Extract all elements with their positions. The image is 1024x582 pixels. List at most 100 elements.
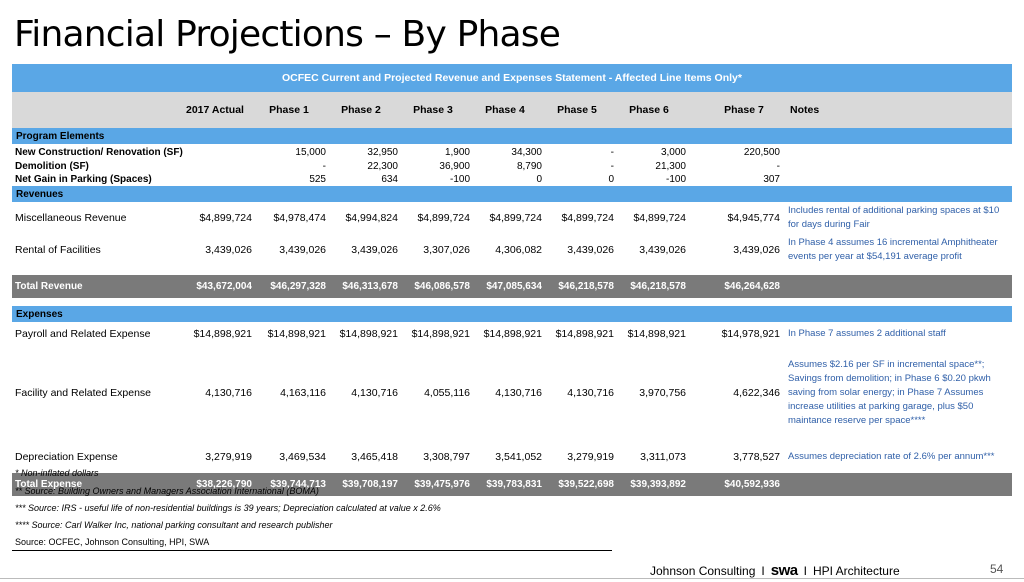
cell: 22,300 bbox=[367, 161, 398, 172]
row-label: Facility and Related Expense bbox=[15, 387, 151, 399]
cell: 21,300 bbox=[655, 161, 686, 172]
cell: $43,672,004 bbox=[196, 281, 252, 292]
cell: 4,306,082 bbox=[495, 244, 542, 256]
cell: $14,898,921 bbox=[411, 327, 470, 340]
page-number: 54 bbox=[990, 562, 1004, 576]
header-phase-5: Phase 5 bbox=[557, 104, 597, 116]
divider bbox=[12, 550, 612, 551]
table-row: Depreciation Expense 3,279,919 3,469,534… bbox=[12, 441, 1012, 473]
cell: 3,439,026 bbox=[733, 244, 780, 256]
cell: $39,522,698 bbox=[558, 479, 614, 490]
cell: 1,900 bbox=[444, 146, 470, 158]
total-expense-row: Total Expense $38,226,790 $39,744,713 $3… bbox=[12, 473, 1012, 496]
section-label: Program Elements bbox=[16, 130, 105, 142]
table-row: Demolition (SF) - 22,300 36,900 8,790 - … bbox=[12, 160, 1012, 173]
source-note: Source: OCFEC, Johnson Consulting, HPI, … bbox=[15, 537, 210, 547]
cell: $14,898,921 bbox=[483, 327, 542, 340]
cell: $14,898,921 bbox=[627, 327, 686, 340]
cell: - bbox=[776, 161, 780, 172]
spacer bbox=[12, 298, 1012, 306]
cell: $4,945,774 bbox=[727, 212, 780, 224]
swa-logo: swa bbox=[770, 562, 798, 579]
row-label: Rental of Facilities bbox=[15, 244, 101, 256]
cell: $4,899,724 bbox=[199, 212, 252, 224]
cell: 4,130,716 bbox=[567, 387, 614, 399]
cell: 525 bbox=[309, 174, 326, 185]
cell: 8,790 bbox=[516, 161, 542, 172]
cell: - bbox=[610, 161, 614, 172]
cell: $4,899,724 bbox=[417, 212, 470, 224]
cell: 4,130,716 bbox=[205, 387, 252, 399]
cell: $14,898,921 bbox=[555, 327, 614, 340]
divider bbox=[0, 578, 1024, 579]
cell: $4,994,824 bbox=[345, 212, 398, 224]
footnote: ** Source: Building Owners and Managers … bbox=[15, 486, 319, 496]
section-revenues: Revenues bbox=[12, 186, 1012, 202]
cell: 32,950 bbox=[367, 146, 398, 158]
cell: $46,218,578 bbox=[558, 281, 614, 292]
note-text: Includes rental of additional parking sp… bbox=[788, 205, 1000, 230]
footer-separator: I bbox=[803, 563, 807, 578]
cell: 3,465,418 bbox=[351, 451, 398, 463]
section-expenses: Expenses bbox=[12, 306, 1012, 322]
cell: $39,475,976 bbox=[414, 479, 470, 490]
cell: $47,085,634 bbox=[486, 281, 542, 292]
header-phase-4: Phase 4 bbox=[485, 104, 525, 116]
row-label: Depreciation Expense bbox=[15, 451, 118, 463]
footer-right: HPI Architecture bbox=[812, 563, 900, 578]
cell: $4,899,724 bbox=[633, 212, 686, 224]
table-row: Rental of Facilities 3,439,026 3,439,026… bbox=[12, 234, 1012, 266]
footer-credits: Johnson Consulting I swa I HPI Architect… bbox=[650, 562, 900, 579]
cell: 4,622,346 bbox=[733, 387, 780, 399]
cell: $46,313,678 bbox=[342, 281, 398, 292]
header-2017-actual: 2017 Actual bbox=[186, 103, 244, 116]
cell: 3,307,026 bbox=[423, 244, 470, 256]
row-label: Net Gain in Parking (Spaces) bbox=[15, 174, 152, 185]
section-label: Expenses bbox=[16, 308, 63, 320]
row-label: Payroll and Related Expense bbox=[15, 327, 151, 340]
note-text: In Phase 7 assumes 2 additional staff bbox=[788, 327, 946, 339]
row-label: Total Expense bbox=[15, 479, 83, 490]
header-phase-7: Phase 7 bbox=[724, 104, 764, 116]
cell: $46,264,628 bbox=[724, 281, 780, 292]
spacer bbox=[12, 266, 1012, 275]
cell: 3,311,073 bbox=[640, 451, 686, 463]
header-phase-2: Phase 2 bbox=[341, 104, 381, 116]
cell: $46,218,578 bbox=[630, 281, 686, 292]
cell: 34,300 bbox=[511, 146, 542, 158]
cell: 634 bbox=[381, 174, 398, 185]
cell: 3,970,756 bbox=[639, 387, 686, 399]
column-headers: 2017 Actual Phase 1 Phase 2 Phase 3 Phas… bbox=[12, 92, 1012, 128]
row-label: Demolition (SF) bbox=[15, 161, 89, 172]
cell: 3,541,052 bbox=[495, 451, 542, 463]
cell: $14,898,921 bbox=[267, 327, 326, 340]
cell: - bbox=[322, 161, 326, 172]
cell: 3,469,534 bbox=[279, 451, 326, 463]
note-text: In Phase 4 assumes 16 incremental Amphit… bbox=[788, 237, 998, 262]
table-row: Miscellaneous Revenue $4,899,724 $4,978,… bbox=[12, 202, 1012, 234]
cell: $39,393,892 bbox=[630, 479, 686, 490]
cell: $14,898,921 bbox=[193, 327, 252, 340]
cell: 3,778,527 bbox=[733, 451, 780, 463]
cell: $14,978,921 bbox=[721, 327, 780, 340]
slide-title: Financial Projections – By Phase bbox=[14, 14, 561, 55]
cell: 4,055,116 bbox=[424, 387, 470, 399]
section-label: Revenues bbox=[16, 188, 64, 200]
table-row: Net Gain in Parking (Spaces) 525 634 -10… bbox=[12, 173, 1012, 186]
header-phase-6: Phase 6 bbox=[629, 104, 669, 116]
cell: $39,708,197 bbox=[342, 479, 398, 490]
financial-table: OCFEC Current and Projected Revenue and … bbox=[12, 64, 1012, 496]
row-label: Total Revenue bbox=[15, 281, 83, 292]
cell: 307 bbox=[763, 174, 780, 185]
cell: 3,000 bbox=[660, 146, 686, 158]
cell: 3,439,026 bbox=[639, 244, 686, 256]
cell: $14,898,921 bbox=[339, 327, 398, 340]
cell: 220,500 bbox=[743, 146, 780, 158]
cell: 4,163,116 bbox=[280, 387, 326, 399]
note-text: Assumes $2.16 per SF in incremental spac… bbox=[788, 359, 991, 426]
footnote: * Non-inflated dollars bbox=[15, 468, 99, 478]
header-notes: Notes bbox=[790, 104, 820, 116]
cell: -100 bbox=[449, 174, 470, 185]
cell: $38,226,790 bbox=[196, 479, 252, 490]
header-phase-3: Phase 3 bbox=[413, 104, 453, 116]
